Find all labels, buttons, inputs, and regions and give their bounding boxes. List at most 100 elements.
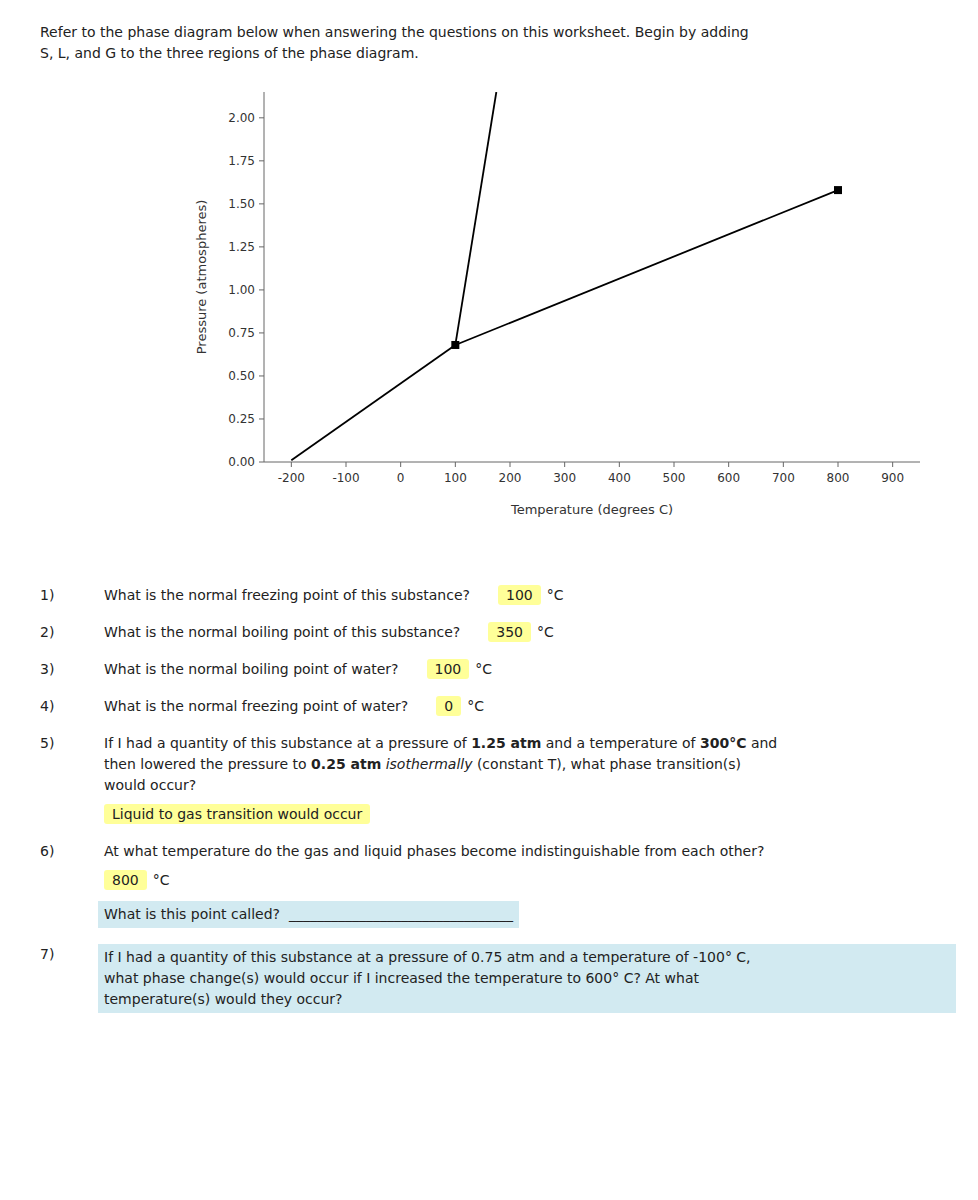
question-number: 6) — [40, 841, 104, 928]
y-tick-label: 0.00 — [228, 455, 255, 469]
x-tick-label: -100 — [332, 471, 359, 485]
answer-box: 800 — [104, 870, 147, 890]
text-line: What is the normal boiling point of this… — [104, 622, 950, 643]
questions: 1)What is the normal freezing point of t… — [40, 585, 950, 1029]
text-line: What is this point called? _____________… — [104, 904, 513, 925]
question-number: 5) — [40, 733, 104, 825]
y-axis — [264, 92, 265, 462]
answer: 800 °C — [104, 872, 170, 888]
page: {"chart_data": { "type": "line", "xlabel… — [0, 0, 978, 1200]
text-line: At what temperature do the gas and liqui… — [104, 841, 950, 862]
x-tick-label: 100 — [444, 471, 467, 485]
answer: Liquid to gas transition would occur — [104, 804, 370, 824]
text-segment: what phase change(s) would occur if I in… — [104, 970, 699, 986]
x-tick — [510, 462, 511, 467]
y-tick — [259, 375, 264, 376]
text-line: If I had a quantity of this substance at… — [104, 947, 950, 968]
text-segment: 300°C — [700, 735, 747, 751]
y-tick-label: 0.75 — [228, 326, 255, 340]
text-line: If I had a quantity of this substance at… — [104, 733, 950, 754]
answer-line: 800 °C — [104, 870, 950, 891]
text-segment: isothermally — [386, 756, 473, 772]
y-axis-label: Pressure (atmospheres) — [194, 200, 209, 355]
y-tick — [259, 246, 264, 247]
x-tick — [346, 462, 347, 467]
question: 1)What is the normal freezing point of t… — [40, 585, 950, 606]
question-number: 3) — [40, 659, 104, 680]
x-tick-label: 400 — [608, 471, 631, 485]
y-tick — [259, 462, 264, 463]
header: Refer to the phase diagram below when an… — [40, 22, 950, 64]
x-tick-label: 900 — [881, 471, 904, 485]
x-tick-label: 500 — [663, 471, 686, 485]
question: 4)What is the normal freezing point of w… — [40, 696, 950, 717]
answer-unit: °C — [547, 587, 564, 603]
answer-unit: °C — [153, 872, 170, 888]
question-number: 2) — [40, 622, 104, 643]
x-tick-label: 0 — [397, 471, 405, 485]
x-axis-label: Temperature (degrees C) — [510, 502, 673, 517]
answer-unit: °C — [467, 698, 484, 714]
text-line: temperature(s) would they occur? — [104, 989, 950, 1010]
header-line: Refer to the phase diagram below when an… — [40, 22, 950, 43]
question-body: What is the normal freezing point of wat… — [104, 696, 950, 717]
text-segment: then lowered the pressure to — [104, 756, 311, 772]
text-segment: and a temperature of — [541, 735, 700, 751]
plot-marks — [291, 92, 842, 460]
y-tick-label: 0.25 — [228, 412, 255, 426]
text-segment: and — [746, 735, 777, 751]
x-tick — [291, 462, 292, 467]
y-tick-label: 0.50 — [228, 369, 255, 383]
answer: 350°C — [488, 624, 554, 640]
question-number: 7) — [40, 944, 104, 1013]
text-line: what phase change(s) would occur if I in… — [104, 968, 950, 989]
text-segment: 0.25 atm — [311, 756, 381, 772]
y-tick — [259, 203, 264, 204]
x-tick-label: 600 — [717, 471, 740, 485]
x-tick — [728, 462, 729, 467]
y-tick — [259, 418, 264, 419]
answer-unit: °C — [475, 661, 492, 677]
question-body: What is the normal boiling point of wate… — [104, 659, 950, 680]
x-tick — [619, 462, 620, 467]
text-block: What is this point called? _____________… — [98, 901, 519, 928]
point-marker — [451, 341, 459, 349]
question-number: 1) — [40, 585, 104, 606]
text-line: would occur? — [104, 775, 950, 796]
question-body: What is the normal freezing point of thi… — [104, 585, 950, 606]
y-tick — [259, 332, 264, 333]
text-block: What is the normal freezing point of thi… — [104, 585, 950, 606]
answer: 0 °C — [436, 698, 484, 714]
answer-box: 0 — [436, 696, 461, 716]
answer-line: Liquid to gas transition would occur — [104, 804, 950, 825]
chart: -200-10001002003004005006007008009000.00… — [0, 70, 978, 574]
y-tick-label: 1.75 — [228, 154, 255, 168]
text-block: What is the normal boiling point of wate… — [104, 659, 950, 680]
text-block: At what temperature do the gas and liqui… — [104, 841, 950, 862]
question: 5)If I had a quantity of this substance … — [40, 733, 950, 825]
answer: 100°C — [498, 587, 564, 603]
x-tick-label: 200 — [499, 471, 522, 485]
x-tick-label: 800 — [827, 471, 850, 485]
text-segment: (constant T), what phase transition(s) — [472, 756, 741, 772]
y-tick — [259, 117, 264, 118]
answer-box: 350 — [488, 622, 531, 642]
y-tick-label: 2.00 — [228, 111, 255, 125]
x-tick — [674, 462, 675, 467]
y-tick — [259, 289, 264, 290]
x-tick — [838, 462, 839, 467]
question-body: If I had a quantity of this substance at… — [104, 733, 950, 825]
answer: 100°C — [427, 661, 493, 677]
x-tick — [892, 462, 893, 467]
text-block: What is the normal freezing point of wat… — [104, 696, 950, 717]
text-segment: What is the normal boiling point of this… — [104, 624, 460, 640]
answer-box: Liquid to gas transition would occur — [104, 804, 370, 824]
phase-diagram: -200-10001002003004005006007008009000.00… — [0, 70, 978, 570]
text-segment — [381, 756, 385, 772]
x-tick-label: 700 — [772, 471, 795, 485]
x-axis — [264, 462, 920, 463]
text-segment: What is the normal boiling point of wate… — [104, 661, 399, 677]
x-tick — [400, 462, 401, 467]
text-line: What is the normal boiling point of wate… — [104, 659, 950, 680]
text-block: If I had a quantity of this substance at… — [98, 944, 956, 1013]
